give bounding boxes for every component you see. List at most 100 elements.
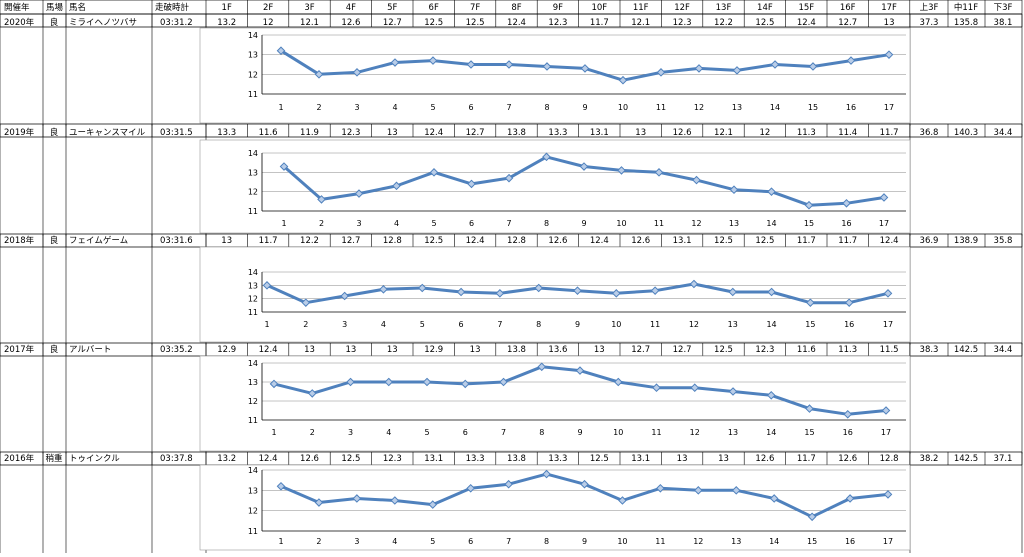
split-time-cell: 13.8 [507,345,526,355]
split-time-cell: 12.9 [424,345,443,355]
split-time-cell: 13 [304,345,315,355]
header-last3f: 下3F [994,3,1013,13]
split-time-cell: 13 [345,345,356,355]
split-time-cell: 11.7 [797,454,816,464]
data-point-marker [807,512,817,522]
last3f-cell: 37.1 [994,454,1013,464]
x-tick-label: 2 [310,428,315,437]
year-cell: 2019年 [4,127,35,138]
header-split-7: 7F [470,3,480,13]
data-point-marker [689,279,699,289]
horse-name-cell: フェイムゲーム [69,235,128,246]
data-point-marker [276,481,286,491]
x-tick-label: 9 [582,537,587,546]
x-tick-label: 9 [575,320,580,329]
split-time-cell: 12.4 [880,236,899,246]
split-time-cell: 12.7 [341,236,360,246]
split-time-cell: 12.4 [424,128,443,138]
x-tick-label: 17 [879,219,889,228]
data-point-marker [390,58,400,67]
data-point-marker [767,187,776,196]
x-tick-label: 10 [611,320,621,329]
header-split-11: 11F [633,3,649,13]
data-point-marker [881,406,891,415]
split-time-cell: 11.7 [590,18,609,28]
x-tick-label: 1 [264,320,269,329]
split-time-cell: 11.7 [880,128,899,138]
split-time-cell: 12.1 [631,18,650,28]
header-split-8: 8F [511,3,521,13]
split-time-cell: 11.6 [259,128,278,138]
data-point-marker [346,377,355,387]
data-point-marker [384,377,394,387]
split-time-cell: 12.4 [259,454,278,464]
split-time-cell: 13.2 [217,454,236,464]
split-time-cell: 11.7 [797,236,816,246]
x-tick-label: 13 [731,537,741,546]
horse-name-cell: トゥインクル [69,454,120,464]
data-point-marker [806,298,815,307]
first3f-cell: 36.9 [920,236,939,246]
data-point-marker [694,486,703,495]
data-point-marker [728,287,738,297]
split-time-cell: 13 [635,128,646,138]
split-time-cell: 13.1 [590,128,609,138]
data-point-marker [732,66,742,75]
x-tick-label: 13 [729,219,739,228]
data-point-marker [467,179,476,189]
x-tick-label: 5 [424,428,429,437]
finish-time-cell: 03:35.2 [160,345,193,355]
header-split-17: 17F [881,3,897,13]
data-point-marker [392,181,401,191]
header-year: 開催年 [4,2,30,13]
split-time-cell: 12.6 [548,236,567,246]
y-tick-label: 12 [248,70,258,79]
header-split-2: 2F [263,3,273,13]
data-point-marker [618,496,627,505]
split-time-cell: 11.4 [838,128,857,138]
y-tick-label: 13 [248,378,258,387]
last3f-cell: 34.4 [994,128,1013,138]
split-time-cell: 12.6 [631,236,650,246]
x-tick-label: 9 [582,103,587,112]
data-point-marker [499,377,508,387]
x-tick-label: 17 [883,320,893,329]
x-tick-label: 6 [463,428,468,437]
data-point-marker [466,483,475,493]
horse-name-cell: ミライヘノツバサ [69,18,137,28]
split-time-cell: 13.1 [424,454,443,464]
horse-name-cell: ユーキャンスマイル [69,128,146,138]
split-time-cell: 11.7 [838,236,857,246]
last3f-cell: 34.4 [994,345,1013,355]
track-cell: 良 [50,235,59,246]
x-tick-label: 15 [805,320,815,329]
data-point-marker [460,379,470,389]
header-mid11f: 中11F [954,2,978,13]
split-time-cell: 12.3 [673,18,692,28]
header-split-13: 13F [716,3,732,13]
x-tick-label: 4 [386,428,391,437]
x-tick-label: 11 [654,219,664,228]
header-split-12: 12F [674,3,690,13]
race-block-2020年: 2020年良ミライヘノツバサ 03:31.2 13.2 12 12.1 12.6 12.7 1… [4,17,1012,124]
split-time-cell: 12.3 [548,18,567,28]
track-cell: 良 [50,17,59,28]
data-point-marker [766,390,776,400]
data-point-marker [301,298,311,307]
x-tick-label: 14 [770,103,780,112]
y-tick-label: 12 [248,397,258,406]
split-time-cell: 12.6 [838,454,857,464]
data-point-marker [537,362,547,372]
data-point-marker [845,494,855,503]
split-time-cell: 12.6 [755,454,774,464]
data-point-marker [731,486,741,495]
data-point-marker [379,285,388,294]
x-tick-label: 16 [841,219,851,228]
x-tick-label: 11 [655,537,665,546]
split-time-cell: 13 [387,128,398,138]
split-time-cell: 11.5 [880,345,899,355]
x-tick-label: 11 [651,428,661,437]
y-tick-label: 12 [248,188,258,197]
